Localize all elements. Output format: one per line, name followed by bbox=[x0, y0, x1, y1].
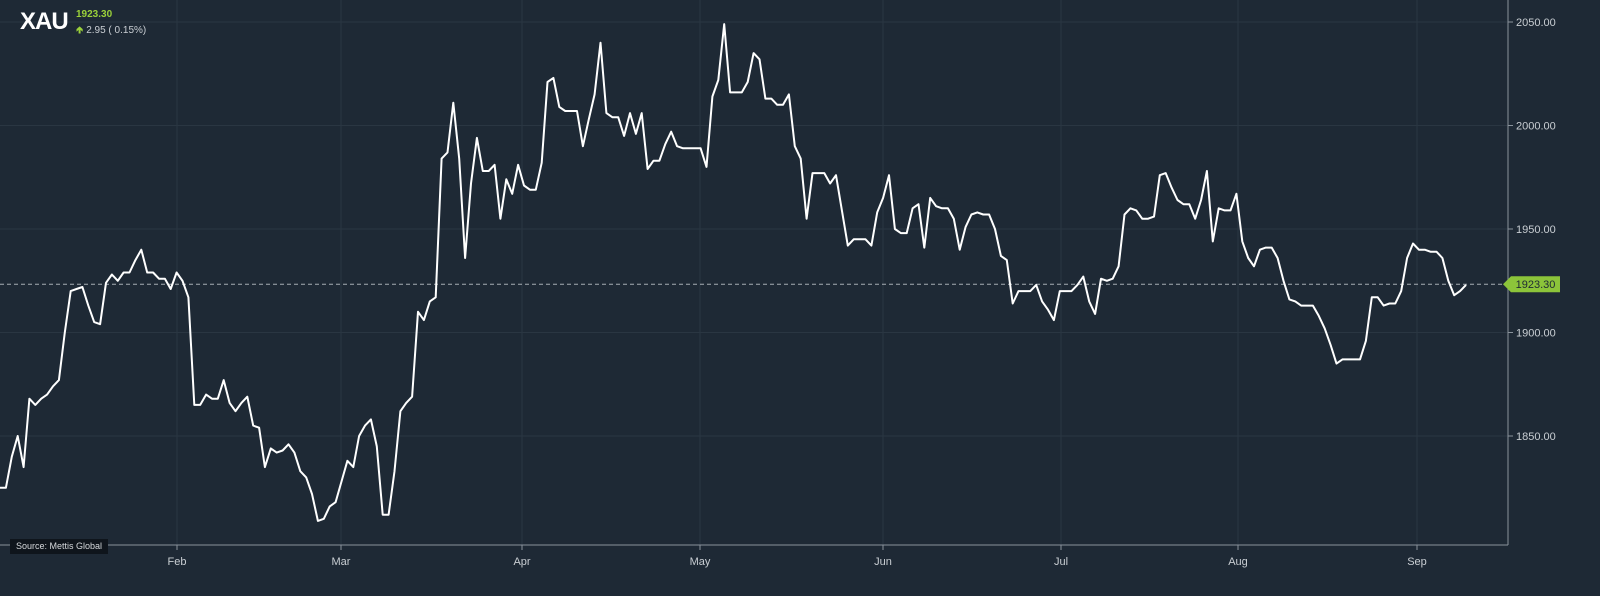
last-price-tag: 1923.30 bbox=[1503, 276, 1560, 293]
y-tick-label: 1900.00 bbox=[1516, 328, 1556, 340]
x-tick-label: Jul bbox=[1054, 556, 1068, 568]
y-tick-label: 2050.00 bbox=[1516, 17, 1556, 29]
x-tick-label: Mar bbox=[332, 556, 351, 568]
price-change-value: 2.95 ( 0.15%) bbox=[86, 25, 147, 36]
last-price-value: 1923.30 bbox=[76, 9, 113, 20]
y-tick-label: 2000.00 bbox=[1516, 121, 1556, 133]
x-tick-label: Jun bbox=[874, 556, 892, 568]
y-axis-labels: 2050.00 2000.00 1950.00 1900.00 1850.00 bbox=[1516, 17, 1556, 443]
x-tick-label: Apr bbox=[513, 556, 530, 568]
x-tick-label: May bbox=[690, 556, 711, 568]
chart-axes bbox=[0, 0, 1513, 550]
source-label: Source: Mettis Global bbox=[10, 539, 109, 554]
symbol-label: XAU bbox=[20, 8, 69, 35]
price-change-row: 🢁 2.95 ( 0.15%) bbox=[76, 23, 146, 40]
y-tick-label: 1950.00 bbox=[1516, 224, 1556, 236]
y-tick-label: 1850.00 bbox=[1516, 431, 1556, 443]
x-tick-label: Feb bbox=[168, 556, 187, 568]
up-arrow-icon: 🢁 bbox=[76, 25, 84, 36]
x-tick-label: Aug bbox=[1228, 556, 1248, 568]
price-tag-background bbox=[1503, 276, 1560, 293]
x-tick-label: Sep bbox=[1407, 556, 1427, 568]
x-axis-labels: Feb Mar Apr May Jun Jul Aug Sep bbox=[168, 556, 1427, 568]
price-tag-label: 1923.30 bbox=[1516, 279, 1556, 291]
series-line-xau bbox=[0, 23, 1467, 522]
